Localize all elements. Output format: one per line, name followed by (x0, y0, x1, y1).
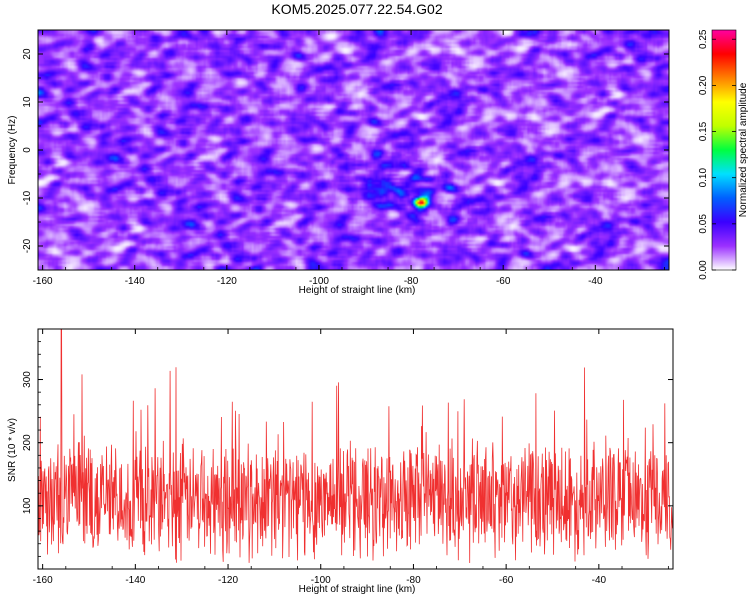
snr-y-tick-label: 300 (22, 371, 33, 388)
colorbar-tick-label: 0.10 (698, 168, 709, 188)
colorbar-gradient (711, 29, 737, 271)
heatmap-y-tick-label: 10 (22, 96, 33, 108)
colorbar-tick-label: 0.25 (698, 29, 709, 49)
snr-y-tick-label: 200 (22, 434, 33, 451)
snr-x-label: Height of straight line (km) (299, 584, 416, 595)
snr-x-tick-label: -140 (125, 575, 145, 586)
heatmap-x-tick-label: -80 (404, 276, 419, 287)
colorbar-tick-label: 0.05 (698, 214, 709, 234)
heatmap-y-tick-label: -10 (22, 190, 33, 205)
heatmap-x-tick-label: -60 (496, 276, 511, 287)
heatmap-y-tick-label: -20 (22, 238, 33, 253)
snr-y-tick-label: 100 (22, 497, 33, 514)
heatmap-x-tick-label: -160 (33, 276, 53, 287)
heatmap-x-tick-label: -140 (125, 276, 145, 287)
snr-x-tick-label: -80 (406, 575, 421, 586)
snr-x-tick-label: -60 (499, 575, 514, 586)
colorbar-tick-label: 0.20 (698, 75, 709, 95)
snr-x-tick-label: -120 (218, 575, 238, 586)
heatmap-x-tick-label: -100 (309, 276, 329, 287)
snr-series-line (38, 329, 673, 564)
heatmap-y-tick-label: 20 (22, 48, 33, 60)
heatmap-x-label: Height of straight line (km) (299, 285, 416, 296)
snr-x-tick-label: -100 (311, 575, 331, 586)
colorbar-ticks: 0.00 0.05 0.10 0.15 0.20 0.25 (698, 29, 736, 280)
heatmap-y-tick-label: 0 (22, 147, 33, 153)
colorbar-tick-label: 0.00 (698, 260, 709, 280)
snr-x-tick-label: -160 (33, 575, 53, 586)
snr-x-tick-label: -40 (592, 575, 607, 586)
snr-panel: -160 -140 -120 -100 -80 -60 -40 100 200 300 Heigh… (7, 328, 674, 595)
heatmap-x-tick-label: -120 (217, 276, 237, 287)
figure-title: KOM5.2025.077.22.54.G02 (271, 1, 442, 17)
heatmap-y-label: Frequency (Hz) (7, 116, 18, 185)
colorbar: 0.00 0.05 0.10 0.15 0.20 0.25 Normalized spec… (698, 29, 749, 280)
snr-frame (37, 328, 674, 570)
heatmap-x-tick-label: -40 (588, 276, 603, 287)
colorbar-label: Normalized spectral amplitude (738, 82, 749, 217)
snr-y-label: SNR (10 * v/v) (7, 418, 18, 482)
heatmap-image (38, 30, 669, 270)
snr-axes: -160 -140 -120 -100 -80 -60 -40 100 200 300 (22, 328, 673, 586)
colorbar-tick-label: 0.15 (698, 121, 709, 141)
